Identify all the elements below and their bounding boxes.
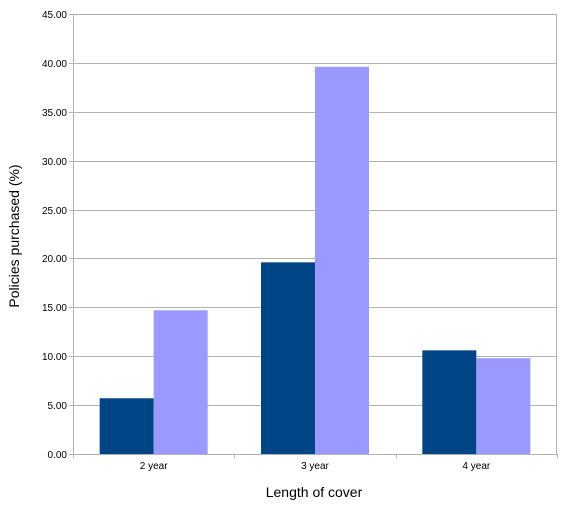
x-tick-label: 2 year: [140, 461, 168, 472]
y-tick-labels: 0.00 5.00 10.00 15.00 20.00 25.00 30.00 35.00 40…: [42, 10, 67, 461]
x-axis-title: Length of cover: [266, 484, 363, 500]
axes: [73, 14, 558, 458]
y-tick-label: 20.00: [42, 254, 67, 265]
y-tick-label: 5.00: [48, 401, 68, 412]
x-tick-label: 3 year: [301, 461, 329, 472]
y-tick-label: 35.00: [42, 108, 67, 119]
y-tick-label: 0.00: [48, 450, 68, 461]
bars: [99, 66, 531, 455]
x-tick-labels: 2 year 3 year 4 year: [140, 461, 491, 472]
y-tick-label: 30.00: [42, 157, 67, 168]
y-axis-title: Policies purchased (%): [6, 164, 22, 307]
y-tick-label: 40.00: [42, 59, 67, 70]
y-tick-label: 15.00: [42, 303, 67, 314]
bar-3-year-series-1: [261, 262, 315, 454]
x-tick-label: 4 year: [462, 461, 490, 472]
bar-4-year-series-2: [476, 358, 531, 454]
y-tick-label: 10.00: [42, 352, 67, 363]
y-tick-label: 45.00: [42, 10, 67, 21]
bar-3-year-series-2: [315, 66, 369, 455]
bar-4-year-series-1: [422, 350, 477, 454]
bar-2-year-series-1: [99, 398, 154, 454]
bar-2-year-series-2: [153, 310, 208, 454]
y-tick-label: 25.00: [42, 206, 67, 217]
